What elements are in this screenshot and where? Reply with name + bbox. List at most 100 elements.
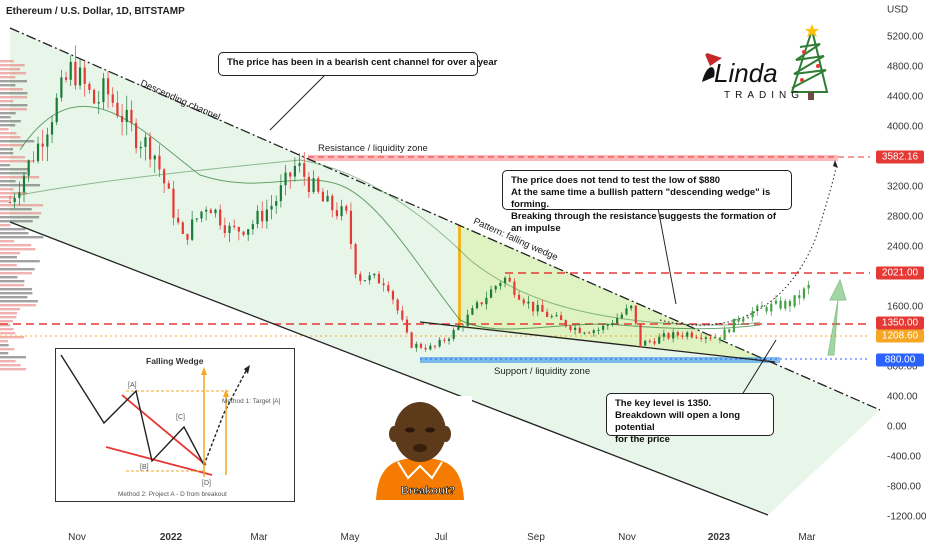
candle-body	[242, 231, 245, 235]
candle-body	[298, 163, 301, 166]
key-level-callout-line-1: The key level is 1350.	[615, 398, 712, 409]
candle-body	[46, 134, 49, 147]
candle-body	[209, 209, 212, 214]
candle-body	[120, 115, 124, 122]
candle-body	[377, 273, 381, 284]
volume-profile-bar	[0, 60, 14, 63]
volume-profile-bar	[0, 368, 27, 371]
volume-profile-bar	[0, 284, 25, 287]
volume-profile-bar	[0, 136, 21, 139]
price-tag: 880.00	[876, 353, 924, 367]
candle-body	[536, 305, 539, 312]
volume-profile-bar	[0, 116, 11, 119]
volume-profile-bar	[0, 168, 30, 171]
y-tick-label: 4800.00	[887, 61, 924, 73]
volume-profile-bar	[0, 108, 28, 111]
christmas-tree-icon: Linda TRADING	[701, 24, 829, 101]
candle-body	[480, 302, 483, 305]
candle-body	[228, 225, 231, 233]
chart-title: Ethereum / U.S. Dollar, 1D, BITSTAMP	[6, 6, 185, 17]
candle-body	[466, 314, 469, 326]
kid-meme-illustration: Breakout?	[368, 396, 472, 500]
candle-body	[335, 210, 339, 217]
candle-body	[92, 89, 96, 104]
candle-body	[340, 206, 343, 217]
candle-body	[676, 332, 679, 336]
candle-body	[387, 285, 390, 292]
candle-body	[247, 229, 250, 235]
candle-body	[391, 291, 395, 300]
volume-profile-bar	[0, 76, 16, 79]
currency-label: USD	[887, 4, 909, 16]
inset-breakout-path	[203, 370, 247, 466]
volume-profile-bar	[0, 124, 16, 127]
volume-profile-bar	[0, 200, 9, 203]
volume-profile-bar	[0, 160, 32, 163]
volume-profile-bar	[0, 352, 9, 355]
candle-body	[130, 109, 133, 124]
candle-body	[662, 333, 665, 337]
volume-profile-bar	[0, 88, 23, 91]
candle-body	[405, 319, 409, 333]
candle-body	[429, 345, 432, 350]
volume-profile-bar	[0, 204, 44, 207]
candle-body	[354, 244, 357, 275]
price-tag: 1350.00	[876, 316, 924, 330]
logo-sub-text: TRADING	[724, 90, 804, 101]
y-tick-label: 4400.00	[887, 91, 924, 103]
candle-body	[494, 286, 497, 290]
x-tick-label: May	[340, 532, 360, 543]
candle-body	[686, 332, 689, 337]
candle-body	[265, 209, 268, 222]
volume-profile-bar	[0, 128, 9, 131]
candle-body	[756, 305, 759, 312]
candle-body	[270, 205, 273, 210]
moving-average-fast	[19, 105, 761, 330]
candle-body	[223, 225, 226, 233]
channel-lower-line	[9, 221, 769, 516]
candle-body	[578, 327, 581, 334]
candle-body	[489, 289, 493, 298]
linda-trading-logo: Linda TRADING	[692, 22, 832, 107]
candle-body	[517, 294, 521, 300]
candle-body	[111, 94, 114, 103]
volume-profile-bar	[0, 208, 32, 211]
candle-body	[751, 311, 754, 318]
volume-profile-bar	[0, 180, 16, 183]
candle-body	[415, 343, 418, 348]
candle-body	[555, 315, 558, 317]
volume-profile-bar	[0, 252, 20, 255]
candle-body	[718, 337, 721, 340]
candle-body	[746, 317, 750, 319]
x-tick-label: 2023	[707, 532, 731, 543]
candle-body	[503, 277, 507, 283]
candle-body	[798, 295, 801, 299]
y-tick-label: -400.00	[887, 451, 921, 463]
volume-profile-bar	[0, 96, 28, 99]
candle-body	[433, 345, 437, 347]
key-level-callout: The key level is 1350. Breakdown will op…	[606, 393, 774, 445]
candle-body	[475, 302, 479, 309]
candle-body	[634, 305, 637, 324]
candle-body	[8, 202, 12, 203]
candle-body	[728, 329, 731, 333]
y-tick-label: 2800.00	[887, 211, 924, 223]
candle-body	[261, 210, 264, 222]
candle-body	[195, 218, 198, 220]
volume-profile-bar	[0, 232, 29, 235]
candle-body	[564, 320, 567, 327]
volume-profile-bar	[0, 300, 38, 303]
candle-body	[331, 195, 334, 211]
inset-method-1: Method 1: Target [A]	[222, 398, 281, 405]
candle-body	[714, 337, 717, 339]
volume-profile-bar	[0, 64, 25, 67]
volume-profile-bar	[0, 176, 40, 179]
y-tick-label: -1200.00	[887, 511, 927, 523]
volume-profile-bar	[0, 248, 36, 251]
candle-body	[18, 192, 21, 198]
candle-body	[709, 337, 712, 339]
price-tag: 2021.00	[876, 266, 924, 280]
candle-body	[625, 308, 628, 315]
volume-profile-bar	[0, 216, 40, 219]
